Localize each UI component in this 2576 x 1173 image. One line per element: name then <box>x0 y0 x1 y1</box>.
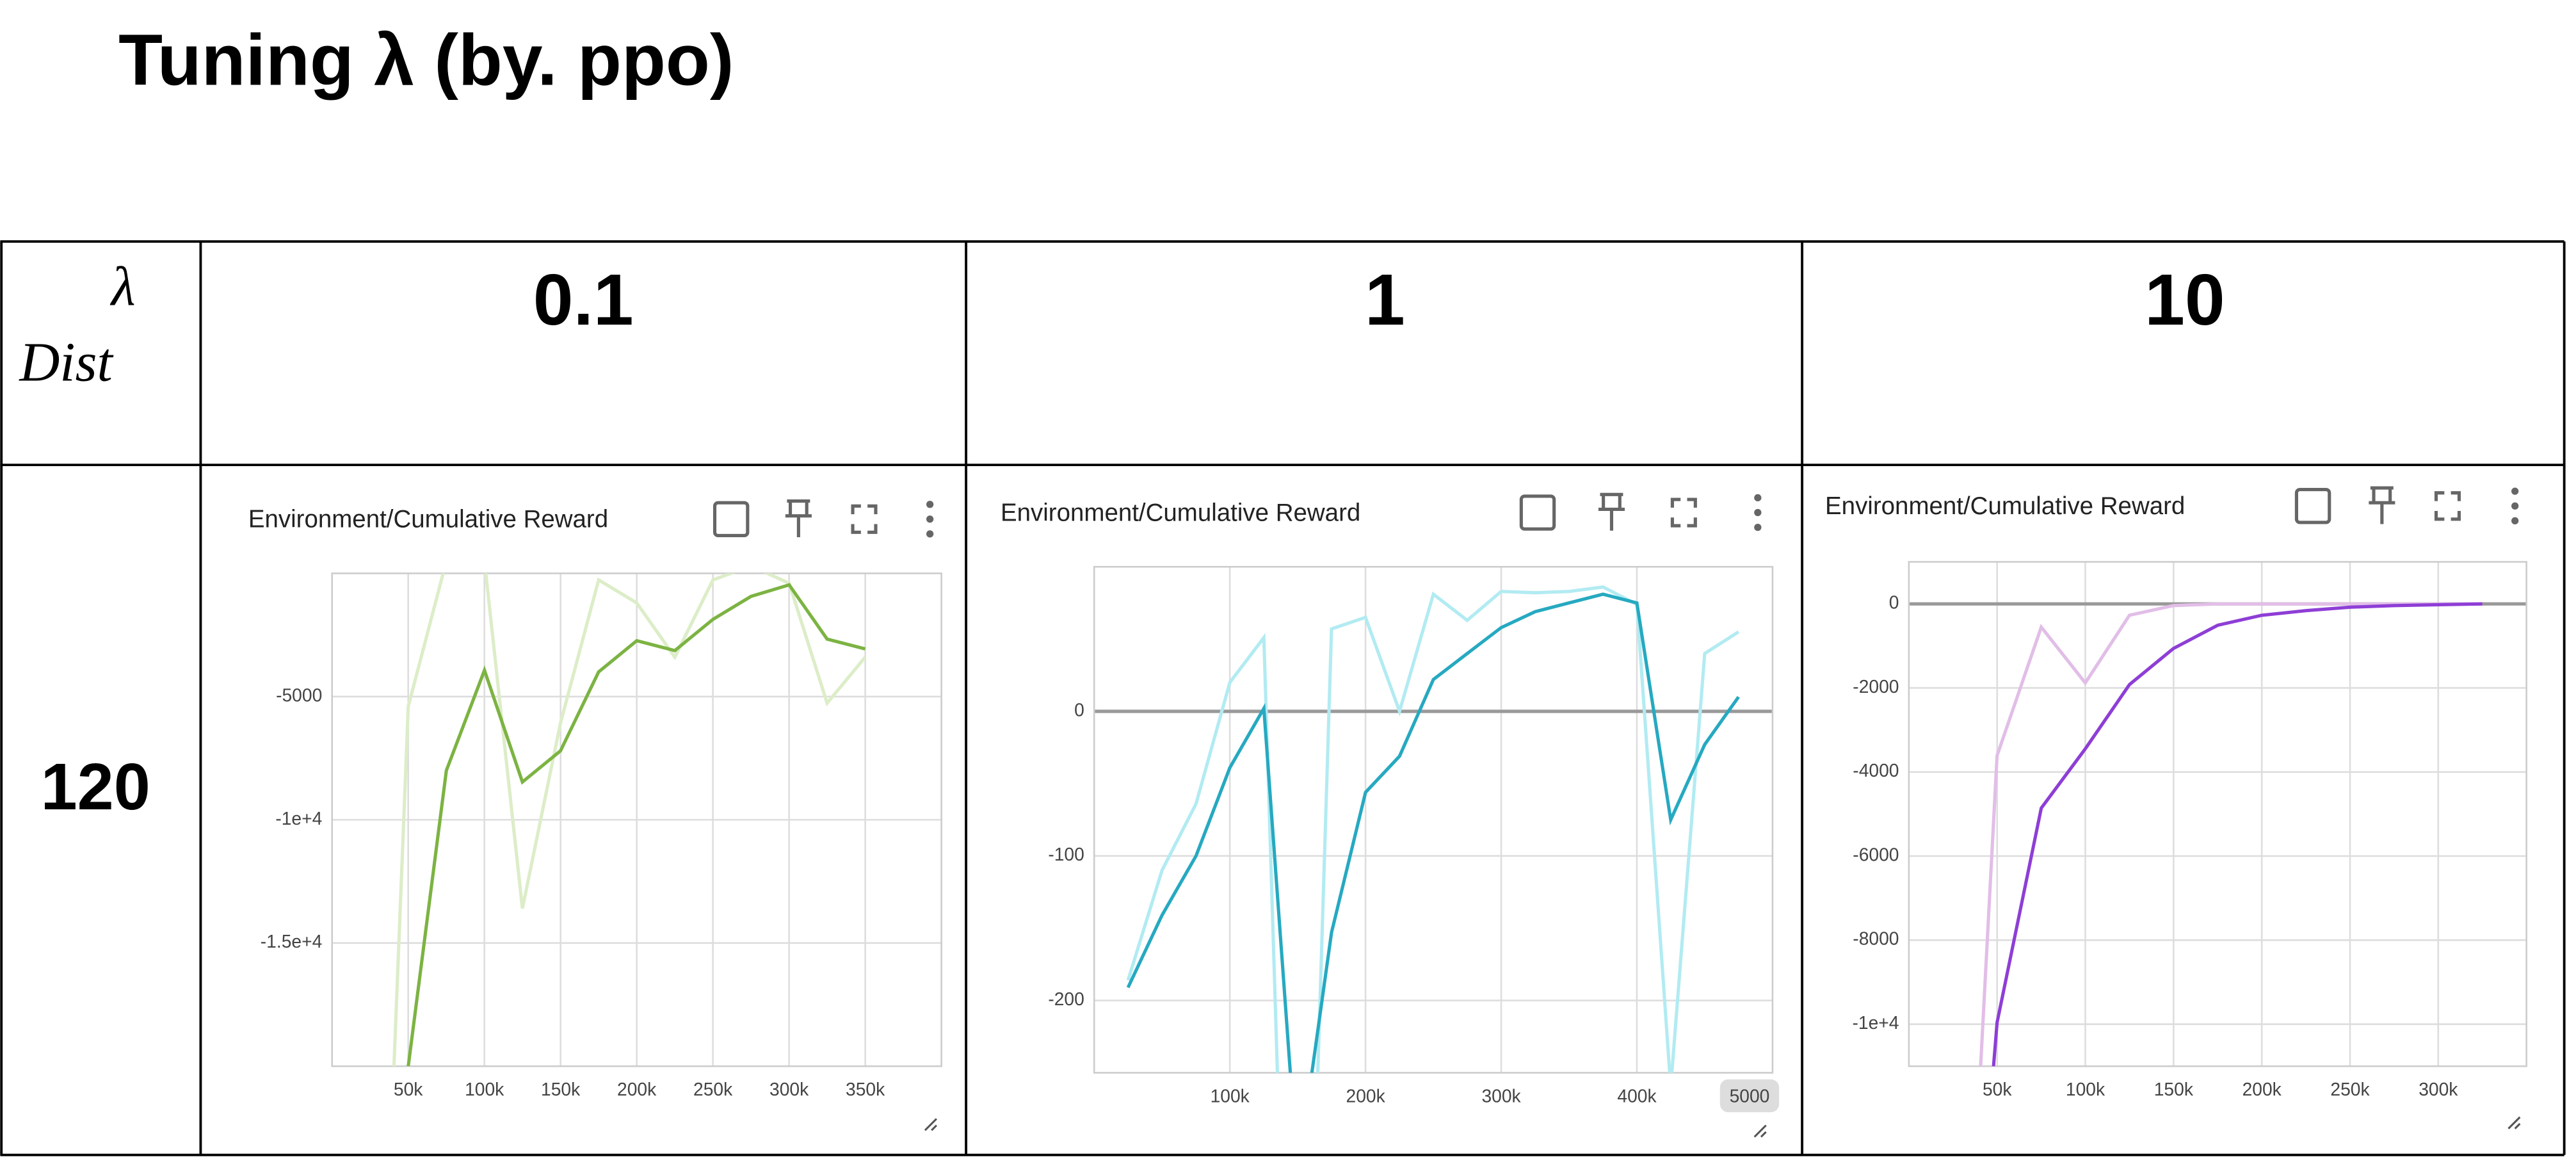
chart-title: Environment/Cumulative Reward <box>1825 492 2185 520</box>
x-tick-label: 300k <box>1481 1085 1521 1106</box>
cursor-badge: 5000 <box>1719 1079 1780 1113</box>
fit-icon <box>1519 494 1556 531</box>
x-tick-label: 250k <box>2330 1079 2370 1099</box>
x-tick-label: 50k <box>394 1079 423 1099</box>
y-tick-label: -4000 <box>1853 760 1899 781</box>
pin-icon <box>1598 492 1625 531</box>
cursor-label: 5000 <box>1730 1085 1770 1106</box>
more-icon <box>2511 517 2519 525</box>
y-tick-label: -200 <box>1048 989 1084 1009</box>
y-tick-label: -1e+4 <box>275 808 322 829</box>
y-tick-label: -8000 <box>1853 928 1899 949</box>
x-tick-label: 400k <box>1617 1085 1657 1106</box>
pin-icon <box>785 499 812 538</box>
pin-icon <box>2369 486 2395 524</box>
more-icon <box>2511 487 2519 495</box>
series-line <box>1979 602 2483 1067</box>
column-header: 10 <box>2145 259 2225 340</box>
chart-title: Environment/Cumulative Reward <box>1001 499 1360 526</box>
x-tick-label: 200k <box>1346 1085 1386 1106</box>
x-tick-label: 350k <box>846 1079 885 1099</box>
plot-frame <box>1093 565 1774 1074</box>
more-icon <box>2511 502 2519 510</box>
series-line <box>392 573 867 1067</box>
more-icon <box>1754 523 1762 531</box>
series-line <box>1992 602 2483 1067</box>
corner-bottom: Dist <box>19 331 113 393</box>
y-tick-label: -5000 <box>276 684 322 705</box>
x-tick-label: 200k <box>617 1079 657 1099</box>
resize-handle <box>2508 1116 2521 1129</box>
x-tick-label: 300k <box>769 1079 809 1099</box>
x-tick-label: 100k <box>465 1079 504 1099</box>
chart: Environment/Cumulative Reward 100k 200k 300… <box>1001 492 1774 1138</box>
corner-top: λ <box>109 255 136 318</box>
table-grid <box>0 240 2566 1156</box>
resize-handle <box>924 1118 938 1131</box>
x-tick-label: 200k <box>2242 1079 2282 1099</box>
chart: Environment/Cumulative Reward 50k 100k 150k… <box>248 499 942 1131</box>
y-tick-label: 0 <box>1889 592 1899 613</box>
more-icon <box>926 530 934 538</box>
fullscreen-icon <box>2434 491 2461 521</box>
plot-frame <box>1908 561 2527 1067</box>
column-header: 1 <box>1365 259 1405 340</box>
y-tick-label: -6000 <box>1853 844 1899 864</box>
page-title: Tuning λ (by. ppo) <box>118 19 734 100</box>
x-tick-label: 150k <box>541 1079 581 1099</box>
plot-frame <box>331 572 942 1067</box>
fullscreen-icon <box>851 504 878 534</box>
more-icon <box>1754 494 1762 502</box>
chart-title: Environment/Cumulative Reward <box>248 506 608 533</box>
more-icon <box>1754 508 1762 517</box>
chart: Environment/Cumulative Reward 50k 100k 150k… <box>1825 486 2527 1129</box>
y-tick-label: -1.5e+4 <box>261 931 322 951</box>
column-header: 0.1 <box>533 259 634 340</box>
y-tick-label: -1e+4 <box>1853 1012 1899 1033</box>
fit-icon <box>712 501 750 538</box>
resize-handle <box>1753 1124 1767 1138</box>
more-icon <box>926 515 934 523</box>
x-tick-label: 150k <box>2154 1079 2194 1099</box>
x-tick-label: 300k <box>2419 1079 2458 1099</box>
fullscreen-icon <box>1670 498 1697 528</box>
y-tick-label: -100 <box>1048 844 1084 864</box>
x-tick-label: 100k <box>2066 1079 2105 1099</box>
fit-icon <box>2294 488 2331 524</box>
x-tick-label: 250k <box>693 1079 733 1099</box>
x-tick-label: 50k <box>1983 1079 2012 1099</box>
row-label: 120 <box>41 750 150 823</box>
series-line <box>407 583 866 1067</box>
y-tick-label: 0 <box>1074 699 1084 720</box>
more-icon <box>926 501 934 508</box>
x-tick-label: 100k <box>1211 1085 1250 1106</box>
y-tick-label: -2000 <box>1853 676 1899 697</box>
series-line <box>1126 592 1740 1073</box>
